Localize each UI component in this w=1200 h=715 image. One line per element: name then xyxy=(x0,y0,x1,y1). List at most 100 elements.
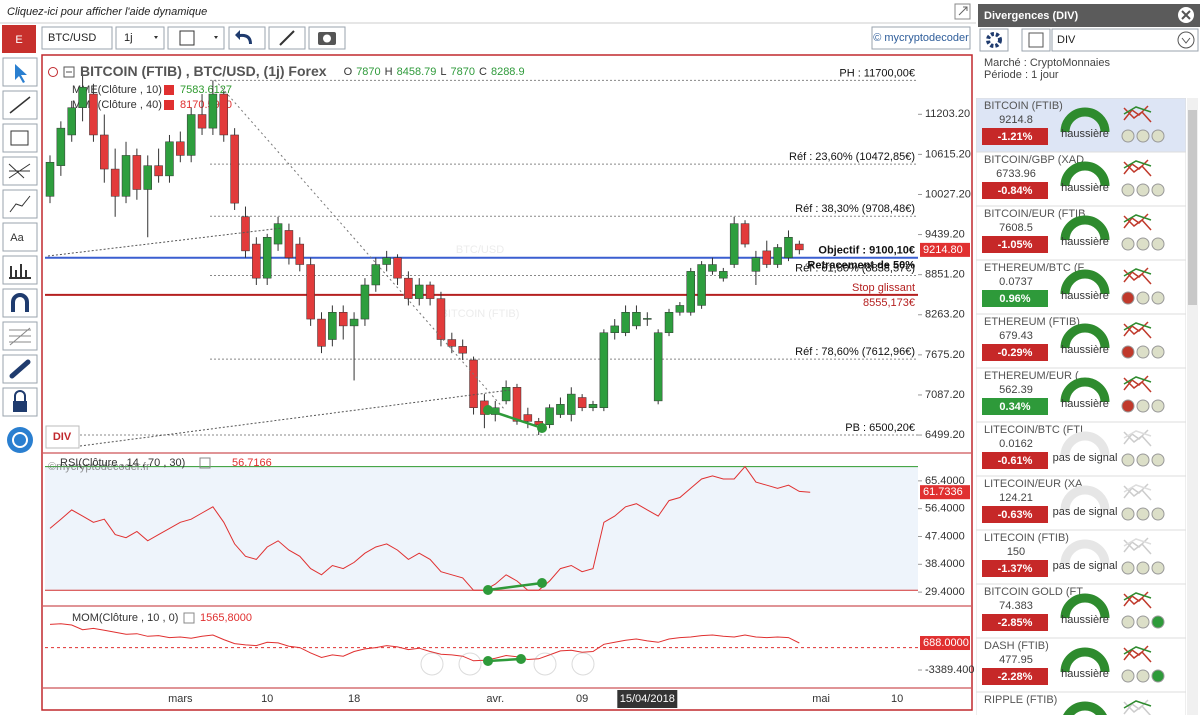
scrollbar[interactable] xyxy=(1187,98,1198,715)
indicator-value: 7583.6127 xyxy=(180,84,232,96)
signal-dot xyxy=(1151,345,1165,359)
trend-icon xyxy=(1123,699,1152,715)
search-input[interactable] xyxy=(1051,28,1199,52)
shape-select[interactable] xyxy=(167,26,225,50)
item-price: 74.383 xyxy=(999,600,1033,612)
y-tick-label: 10027.20 xyxy=(925,188,971,200)
candle-body xyxy=(393,257,402,279)
globe-button[interactable] xyxy=(7,427,33,453)
logo-button[interactable] xyxy=(2,25,36,53)
item-status: haussière xyxy=(1061,398,1109,410)
help-link[interactable]: Cliquez-ici pour afficher l'aide dynamiq… xyxy=(7,6,207,18)
signal-list: BITCOIN (FTIB) 9214.8 -1.21% haussière BITCO… xyxy=(976,98,1186,715)
candle-body xyxy=(219,93,229,136)
magnet-icon xyxy=(11,293,29,312)
candle-body xyxy=(664,312,674,333)
watermark-sub: BITCOIN (FTIB) xyxy=(441,308,520,320)
tool-button[interactable] xyxy=(2,123,38,153)
divergence-line xyxy=(487,657,522,663)
gauge xyxy=(1060,431,1110,457)
x-tick-label: 18 xyxy=(348,693,360,705)
candle-body xyxy=(273,223,283,245)
gauge xyxy=(1060,377,1110,403)
nav-button[interactable] xyxy=(458,652,482,676)
candle-body xyxy=(100,134,109,170)
indicator-icon[interactable] xyxy=(199,457,211,469)
fib-icon xyxy=(8,163,31,179)
globe-icon xyxy=(12,432,28,448)
scroll-thumb[interactable] xyxy=(1188,110,1197,305)
indicator-icon[interactable] xyxy=(164,85,174,95)
camera-lens xyxy=(323,34,331,43)
lock-shackle xyxy=(14,390,26,401)
mom-line xyxy=(49,623,800,662)
item-name: BITCOIN (FTIB) xyxy=(984,100,1063,112)
last-price-box xyxy=(920,242,970,257)
main-area: Cliquez-ici pour afficher l'aide dynamiq… xyxy=(0,3,976,711)
trend-icon xyxy=(1123,105,1152,123)
trend-icon-2 xyxy=(1123,484,1152,493)
candle-body xyxy=(404,277,413,299)
indicator-icon[interactable] xyxy=(164,100,174,110)
change-box xyxy=(982,668,1048,685)
y-tick-label: 56.4000 xyxy=(925,503,965,515)
level-label: Réf : 38,30% (9708,48€) xyxy=(795,203,915,215)
signal-dot xyxy=(1151,453,1165,467)
period: 1j xyxy=(124,32,133,44)
y-tick-label: 11203.20 xyxy=(925,108,970,120)
signal-dot xyxy=(1121,615,1135,629)
indicator-icon[interactable] xyxy=(183,612,195,624)
brand-box[interactable] xyxy=(871,26,971,50)
panel-header xyxy=(978,4,1200,27)
nav-button[interactable] xyxy=(420,652,444,676)
nav-button[interactable] xyxy=(571,652,595,676)
signal-dot xyxy=(1151,561,1165,575)
x-tick-label: mai xyxy=(812,693,830,705)
candle-body xyxy=(643,318,652,320)
trend-icon-2 xyxy=(1123,592,1152,601)
signal-dot xyxy=(1151,507,1165,521)
search-dropdown[interactable] xyxy=(1177,31,1195,49)
divergence-point xyxy=(516,654,526,664)
logo: E xyxy=(15,34,22,46)
signal-dot xyxy=(1121,561,1135,575)
text-tool: Aa xyxy=(10,232,24,244)
trend-icon-2 xyxy=(1123,700,1152,709)
period: Période : 1 jour xyxy=(984,69,1059,81)
ohlc-item: L xyxy=(440,66,446,78)
item-status: haussière xyxy=(1061,128,1109,140)
item-name: BITCOIN/EUR (FTIB xyxy=(984,208,1085,220)
watermark: BTC/USD xyxy=(456,244,504,256)
tool-button[interactable] xyxy=(2,222,38,252)
collapse-icon[interactable] xyxy=(63,66,75,78)
signal-dot xyxy=(1136,669,1150,683)
cursor-icon xyxy=(15,64,27,83)
item-status: haussière xyxy=(1061,344,1109,356)
candle-body xyxy=(447,339,457,347)
candle-body xyxy=(675,305,685,313)
item-price: 9214.8 xyxy=(999,114,1033,126)
x-tick-label: 10 xyxy=(891,693,903,705)
list-button[interactable] xyxy=(1021,28,1051,52)
expand-icon xyxy=(958,6,968,16)
nav-button[interactable] xyxy=(533,652,557,676)
period-select[interactable] xyxy=(115,26,165,50)
trend-icon-2 xyxy=(1123,322,1152,331)
item-name: LITECOIN/BTC (FTI xyxy=(984,424,1083,436)
level-label: Réf : 78,60% (7612,96€) xyxy=(795,346,915,358)
signal-dot xyxy=(1136,615,1150,629)
y-tick-label: 65.4000 xyxy=(925,475,965,487)
gauge xyxy=(1060,107,1110,133)
item-price: 477.95 xyxy=(999,654,1033,666)
x-tick-label: 09 xyxy=(576,693,588,705)
symbol-input[interactable] xyxy=(41,26,113,50)
div-button-label: DIV xyxy=(53,431,72,443)
x-cursor-box xyxy=(617,690,678,708)
candle-body xyxy=(360,284,370,320)
settings-button[interactable] xyxy=(979,28,1009,52)
x-tick-label: mars xyxy=(168,693,193,705)
tool-button[interactable] xyxy=(2,189,38,219)
trend-icon-2 xyxy=(1123,376,1152,385)
change-box xyxy=(982,182,1048,199)
div-button[interactable] xyxy=(45,425,80,449)
